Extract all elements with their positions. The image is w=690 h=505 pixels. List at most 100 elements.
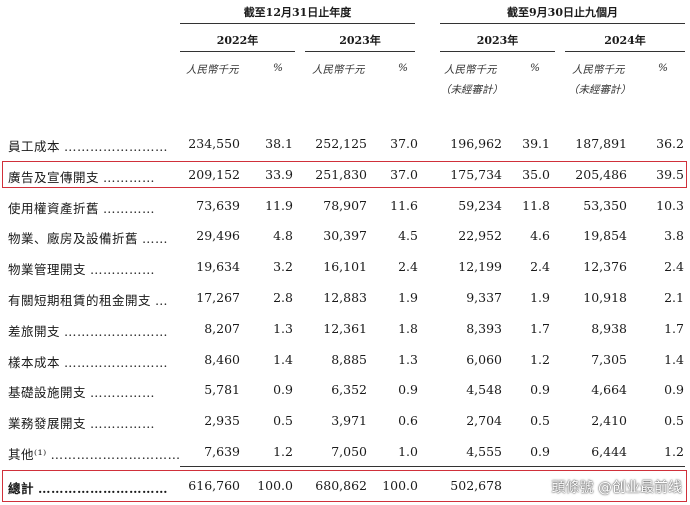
header-nine-months-rule (440, 23, 685, 24)
table-row: 其他⁽¹⁾………………………… 7,639 1.2 7,050 1.0 4,555 0.9 6… (0, 440, 690, 466)
cell-value: 8,885 (331, 351, 367, 367)
cell-value: 30,397 (323, 228, 367, 244)
cell-value: 7,050 (331, 444, 367, 459)
cell-value: 8,393 (466, 320, 502, 336)
cell-value: 7,639 (204, 444, 240, 459)
cell-value: 6,444 (591, 444, 627, 459)
row-label: 物業管理開支…………… (8, 262, 156, 278)
table-row: 業務發展開支…………… 2,935 0.5 3,971 0.6 2,704 0.5 2,410… (0, 409, 690, 435)
cell-value: 19,854 (583, 228, 627, 244)
cell-value: 1.4 (664, 351, 684, 367)
cell-value: 209,152 (188, 166, 240, 182)
cell-value: 2.1 (664, 290, 684, 305)
cell-value: 100.0 (382, 478, 418, 493)
year-2023-nine-months: 2023年 (476, 34, 519, 47)
cell-value: 175,734 (450, 166, 502, 182)
unit-label: 人民幣千元 (572, 64, 625, 76)
cell-value: 12,199 (458, 259, 502, 275)
cell-value: 6,352 (331, 382, 367, 398)
cell-value: 2.4 (664, 259, 684, 275)
cell-value: 10.3 (656, 197, 684, 213)
row-label: 廣告及宣傳開支………… (8, 169, 156, 185)
cell-value: 2.4 (530, 259, 550, 275)
cell-value: 1.9 (530, 290, 550, 305)
table-row: 物業、廠房及設備折舊…… 29,496 4.8 30,397 4.5 22,952 4.6 1… (0, 224, 690, 250)
cell-value: 1.2 (530, 351, 550, 367)
highlight-advertising-row (2, 161, 687, 188)
unit-label: 人民幣千元 (312, 64, 365, 76)
cell-value: 35.0 (522, 166, 550, 182)
cell-value: 234,550 (188, 136, 240, 151)
year-2022: 2022年 (216, 34, 259, 47)
cell-value: 11.9 (265, 197, 293, 213)
cell-value: 36.2 (656, 136, 684, 151)
cell-value: 11.8 (522, 197, 550, 213)
cell-value: 1.2 (664, 444, 684, 459)
row-label: 員工成本…………………… (8, 139, 169, 154)
cell-value: 3,971 (331, 413, 367, 429)
cell-value: 0.9 (530, 382, 550, 398)
unaudited-label: （未經審計） (440, 84, 503, 96)
row-label: 差旅開支…………………… (8, 323, 169, 339)
year-2023-annual: 2023年 (339, 34, 381, 47)
table-row: 員工成本…………………… 234,550 38.1 252,125 37.0 196,96… (0, 132, 690, 158)
cell-value: 1.7 (664, 320, 684, 336)
cell-value: 251,830 (315, 166, 367, 182)
cell-value: 0.5 (530, 413, 550, 429)
cell-value: 1.8 (398, 320, 418, 336)
table-row: 廣告及宣傳開支………… 209,152 33.9 251,830 37.0 175,734… (0, 163, 690, 189)
cell-value: 19,634 (196, 259, 240, 275)
cell-value: 39.5 (656, 166, 684, 182)
row-label: 業務發展開支…………… (8, 416, 156, 432)
cell-value: 37.0 (390, 136, 418, 151)
unaudited-label: （未經審計） (568, 84, 631, 96)
cell-value: 4.8 (273, 228, 293, 244)
cell-value: 2.8 (273, 290, 293, 305)
cell-value: 0.9 (530, 444, 550, 459)
header-annual-rule (180, 23, 415, 24)
cell-value: 2,935 (204, 413, 240, 429)
row-label: 物業、廠房及設備折舊…… (8, 231, 169, 247)
cell-value: 6,060 (466, 351, 502, 367)
table-row: 基礎設施開支…………… 5,781 0.9 6,352 0.9 4,548 0.9 4,664… (0, 378, 690, 404)
cell-value: 2,410 (591, 413, 627, 429)
cell-value: 4.6 (530, 228, 550, 244)
cell-value: 1.4 (273, 351, 293, 367)
cell-value: 4,548 (466, 382, 502, 398)
cell-value: 33.9 (265, 166, 293, 182)
row-label: 其他⁽¹⁾………………………… (8, 447, 181, 462)
cell-value: 0.6 (398, 413, 418, 429)
cell-value: 1.9 (398, 290, 418, 305)
cell-value: 12,376 (583, 259, 627, 275)
cell-value: 4,664 (591, 382, 627, 398)
header-nine-months: 截至9月30日止九個月 (507, 6, 618, 19)
pct-label: % (658, 62, 668, 74)
table-row: 差旅開支…………………… 8,207 1.3 12,361 1.8 8,393 1.7 8,9… (0, 317, 690, 343)
cell-value: 1.3 (398, 351, 418, 367)
cell-value: 39.1 (522, 136, 550, 151)
total-top-rule (180, 466, 685, 467)
cell-value: 11.6 (390, 197, 418, 213)
cell-value: 12,883 (323, 290, 367, 305)
cell-value: 8,938 (591, 320, 627, 336)
cell-value: 252,125 (315, 136, 367, 151)
cell-value: 0.5 (664, 413, 684, 429)
cell-value: 1.7 (530, 320, 550, 336)
pct-label: % (530, 62, 540, 74)
cell-value: 0.5 (273, 413, 293, 429)
cell-value: 3.8 (664, 228, 684, 244)
row-label: 有關短期租賃的租金開支… (8, 293, 169, 308)
cell-value: 59,234 (458, 197, 502, 213)
year-2023a-rule (305, 51, 415, 52)
cell-value: 9,337 (466, 290, 502, 305)
watermark: 頭條號 @创业最前线 (551, 480, 682, 496)
cell-value: 78,907 (323, 197, 367, 213)
cell-value: 616,760 (188, 478, 240, 493)
row-label: 使用權資產折舊………… (8, 200, 156, 216)
cell-value: 16,101 (323, 259, 367, 275)
cell-value: 8,460 (204, 351, 240, 367)
table-row: 物業管理開支…………… 19,634 3.2 16,101 2.4 12,199 2.4 12… (0, 255, 690, 281)
year-2024-rule (565, 51, 685, 52)
table-row: 有關短期租賃的租金開支… 17,267 2.8 12,883 1.9 9,337 1.9 10… (0, 286, 690, 312)
cell-value: 0.9 (273, 382, 293, 398)
